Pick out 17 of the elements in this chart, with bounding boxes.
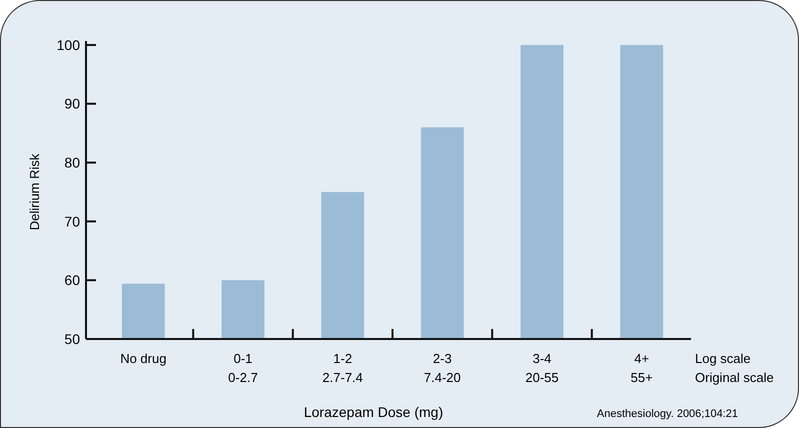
x-tick-label: 2-3 7.4-20 [424, 351, 461, 385]
y-axis-title: Delirium Risk [27, 153, 42, 230]
y-tick-label: 100 [56, 36, 80, 53]
y-tick-label: 70 [64, 213, 80, 230]
text: Anesthesiology. 2006;104:21 [596, 408, 738, 420]
y-tick-label: 90 [64, 96, 80, 112]
x-tick-label: 0-1 0-2.7 [228, 351, 258, 385]
y-tick-label: 50 [64, 330, 80, 347]
text: Original scale [695, 370, 774, 385]
x-tick-label: 4+ 55+ [630, 351, 653, 385]
x-tick-label: No drug [120, 351, 166, 366]
y-tick-label: 80 [64, 154, 80, 170]
y-tick-label: 60 [64, 272, 80, 288]
text: Log scale [695, 351, 751, 366]
x-tick-label: 3-4 20-55 [525, 351, 559, 385]
x-tick-label: 1-2 2.7-7.4 [322, 351, 363, 385]
x-axis-title: Lorazepam Dose (mg) [304, 404, 444, 420]
